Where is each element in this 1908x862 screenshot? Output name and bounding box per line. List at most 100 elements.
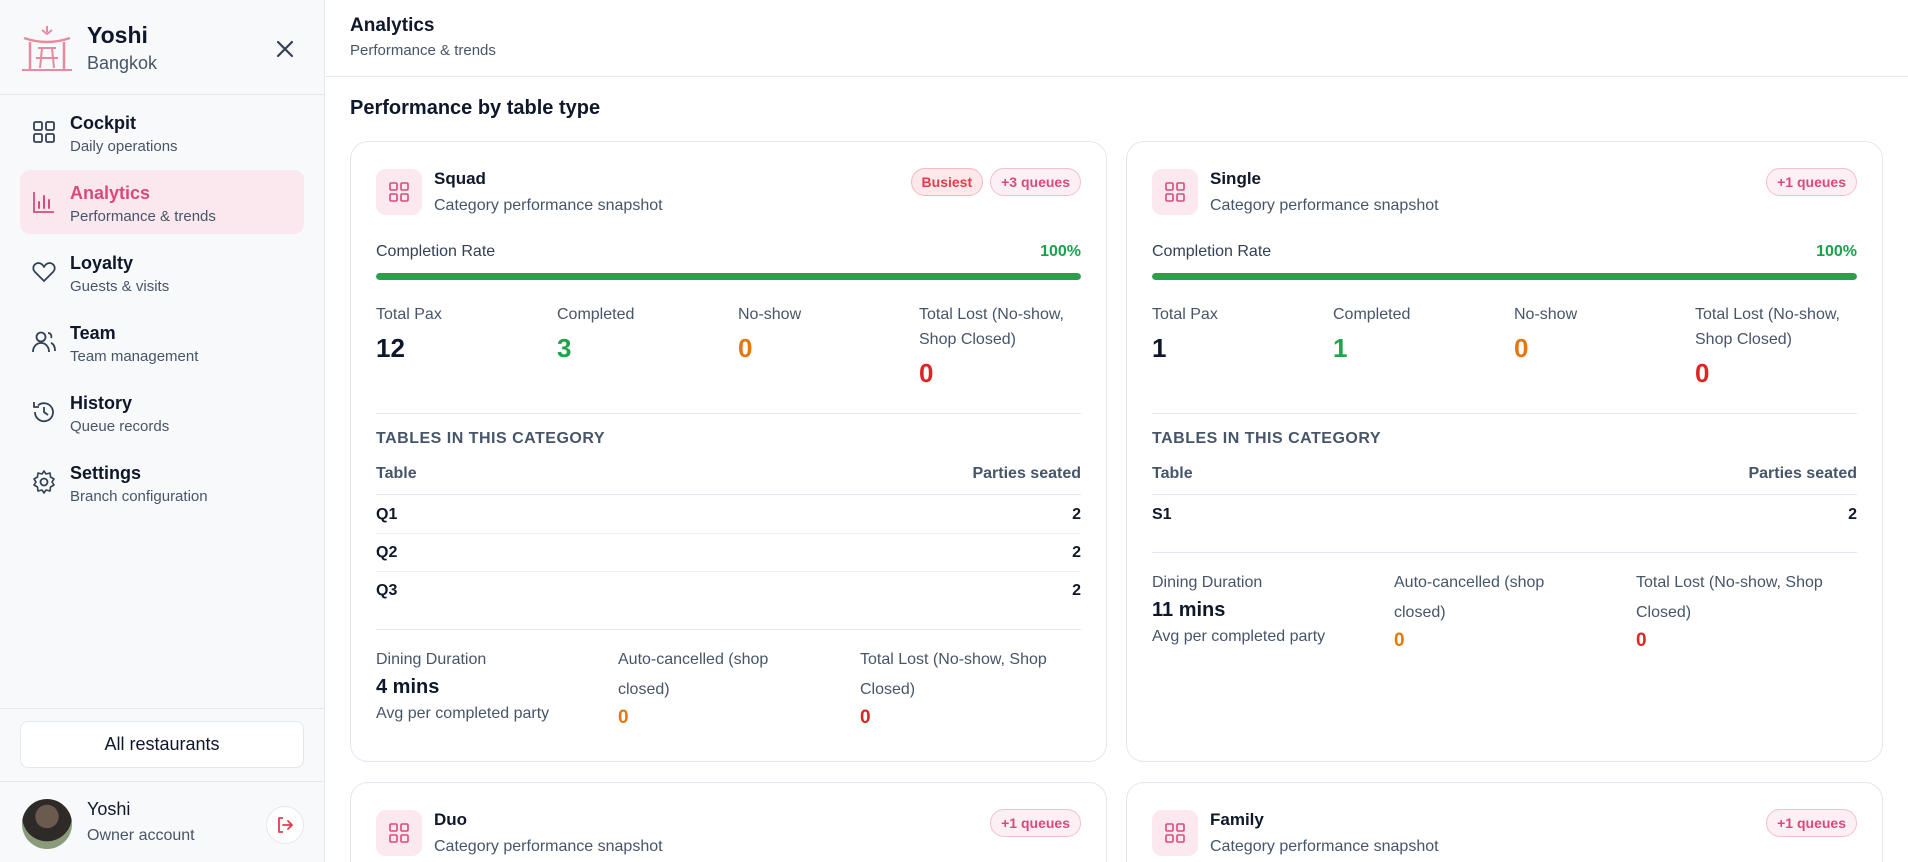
parties-seated: 2 xyxy=(1848,506,1857,523)
sidebar-item-subtitle: Queue records xyxy=(70,418,170,435)
sidebar-nav: Cockpit Daily operations Analytics Perfo… xyxy=(20,100,304,520)
total-lost-block: Total Lost (No-show, Shop Closed) 0 xyxy=(1636,568,1856,652)
stat-no-show: No-show 0 xyxy=(738,302,913,364)
grid-icon xyxy=(1152,810,1198,856)
close-sidebar-button[interactable] xyxy=(268,34,302,64)
completion-progress-bar xyxy=(376,273,1081,280)
completion-progress-fill xyxy=(376,273,1081,280)
heart-icon xyxy=(32,262,56,282)
completion-progress-bar xyxy=(1152,273,1857,280)
stat-total-lost: Total Lost (No-show, Shop Closed) 0 xyxy=(919,302,1089,389)
stat-value: 0 xyxy=(919,358,934,388)
stat-value: 0 xyxy=(1514,333,1529,363)
sidebar-item-loyalty[interactable]: Loyalty Guests & visits xyxy=(20,240,304,304)
divider xyxy=(1152,552,1857,553)
queues-badge: +1 queues xyxy=(1766,168,1857,196)
auto-cancelled-block: Auto-cancelled (shop closed) 0 xyxy=(1394,568,1594,652)
stat-total-pax: Total Pax 1 xyxy=(1152,302,1327,364)
category-name: Duo xyxy=(434,810,468,829)
category-name: Squad xyxy=(434,169,486,188)
table-id: Q2 xyxy=(376,544,398,561)
grid-icon xyxy=(376,169,422,215)
table-id: Q3 xyxy=(376,582,398,599)
parties-column-header: Parties seated xyxy=(972,465,1081,482)
category-name: Single xyxy=(1210,169,1262,188)
divider xyxy=(376,629,1081,630)
stat-value: 1 xyxy=(1333,333,1348,363)
total-lost-block: Total Lost (No-show, Shop Closed) 0 xyxy=(860,645,1080,729)
category-subtitle: Category performance snapshot xyxy=(434,197,663,214)
total-lost-value: 0 xyxy=(1636,630,1647,651)
page-title: Analytics xyxy=(350,15,435,36)
stat-label: Total Pax xyxy=(376,306,442,323)
auto-cancelled-label: Auto-cancelled (shop closed) xyxy=(618,651,769,698)
divider xyxy=(0,781,325,782)
dining-duration-value: 4 mins xyxy=(376,676,440,698)
stat-label: Completed xyxy=(1333,306,1411,323)
brand-header: Yoshi Bangkok xyxy=(0,0,324,95)
dining-duration-block: Dining Duration 4 mins Avg per completed… xyxy=(376,645,606,723)
stat-value: 3 xyxy=(557,333,572,363)
busiest-badge: Busiest xyxy=(910,168,984,196)
sidebar-item-team[interactable]: Team Team management xyxy=(20,310,304,374)
divider xyxy=(1152,413,1857,414)
logout-button[interactable] xyxy=(266,806,304,844)
queues-badge: +1 queues xyxy=(990,809,1081,837)
category-card-duo: Duo Category performance snapshot +1 que… xyxy=(350,782,1107,862)
table-column-header: Table xyxy=(1152,465,1193,482)
bar-chart-icon xyxy=(33,192,54,213)
category-card-single: Single Category performance snapshot +1 … xyxy=(1126,141,1883,762)
users-icon xyxy=(32,331,56,353)
stat-value: 12 xyxy=(376,333,405,363)
grid-icon xyxy=(376,810,422,856)
sidebar-item-subtitle: Daily operations xyxy=(70,138,178,155)
dining-duration-note: Avg per completed party xyxy=(1152,628,1326,645)
stat-label: Total Lost (No-show, Shop Closed) xyxy=(919,306,1064,348)
grid-icon xyxy=(33,121,55,143)
sidebar-item-subtitle: Guests & visits xyxy=(70,278,170,295)
stat-no-show: No-show 0 xyxy=(1514,302,1689,364)
grid-icon xyxy=(1152,169,1198,215)
avatar[interactable] xyxy=(22,799,72,849)
completion-rate-label: Completion Rate xyxy=(1152,243,1272,260)
sidebar-item-title: Analytics xyxy=(70,183,151,203)
main-content: Analytics Performance & trends Performan… xyxy=(326,0,1908,862)
page-subtitle: Performance & trends xyxy=(350,42,496,59)
sidebar-item-title: Team xyxy=(70,323,116,343)
table-row: S1 2 xyxy=(1152,496,1857,534)
stat-total-lost: Total Lost (No-show, Shop Closed) 0 xyxy=(1695,302,1865,389)
tables-heading: TABLES IN THIS CATEGORY xyxy=(1152,430,1381,447)
stat-label: Total Pax xyxy=(1152,306,1218,323)
badge-group: +1 queues xyxy=(1766,809,1857,837)
sidebar-item-analytics[interactable]: Analytics Performance & trends xyxy=(20,170,304,234)
completion-progress-fill xyxy=(1152,273,1857,280)
close-icon xyxy=(276,40,294,58)
dining-duration-block: Dining Duration 11 mins Avg per complete… xyxy=(1152,568,1382,646)
auto-cancelled-value: 0 xyxy=(1394,630,1405,651)
section-title: Performance by table type xyxy=(350,97,601,119)
table-id: Q1 xyxy=(376,506,398,523)
table-column-header: Table xyxy=(376,465,417,482)
page-header: Analytics Performance & trends xyxy=(326,0,1908,77)
sidebar-item-settings[interactable]: Settings Branch configuration xyxy=(20,450,304,514)
sidebar-item-cockpit[interactable]: Cockpit Daily operations xyxy=(20,100,304,164)
table-row: Q3 2 xyxy=(376,572,1081,610)
divider xyxy=(0,708,325,709)
category-subtitle: Category performance snapshot xyxy=(1210,197,1439,214)
sidebar-item-subtitle: Team management xyxy=(70,348,199,365)
all-restaurants-button[interactable]: All restaurants xyxy=(20,721,304,768)
stat-completed: Completed 1 xyxy=(1333,302,1508,364)
category-card-squad: Squad Category performance snapshot Busi… xyxy=(350,141,1107,762)
parties-seated: 2 xyxy=(1072,544,1081,561)
sidebar-item-title: Settings xyxy=(70,463,142,483)
dining-duration-label: Dining Duration xyxy=(376,651,487,668)
completion-rate-label: Completion Rate xyxy=(376,243,496,260)
auto-cancelled-block: Auto-cancelled (shop closed) 0 xyxy=(618,645,818,729)
dining-duration-note: Avg per completed party xyxy=(376,705,550,722)
sidebar-item-history[interactable]: History Queue records xyxy=(20,380,304,444)
table-header-row: Table Parties seated xyxy=(376,465,1081,495)
sidebar-item-subtitle: Performance & trends xyxy=(70,208,216,225)
user-name: Yoshi xyxy=(87,799,131,819)
parties-column-header: Parties seated xyxy=(1748,465,1857,482)
sidebar-item-title: Cockpit xyxy=(70,113,137,133)
